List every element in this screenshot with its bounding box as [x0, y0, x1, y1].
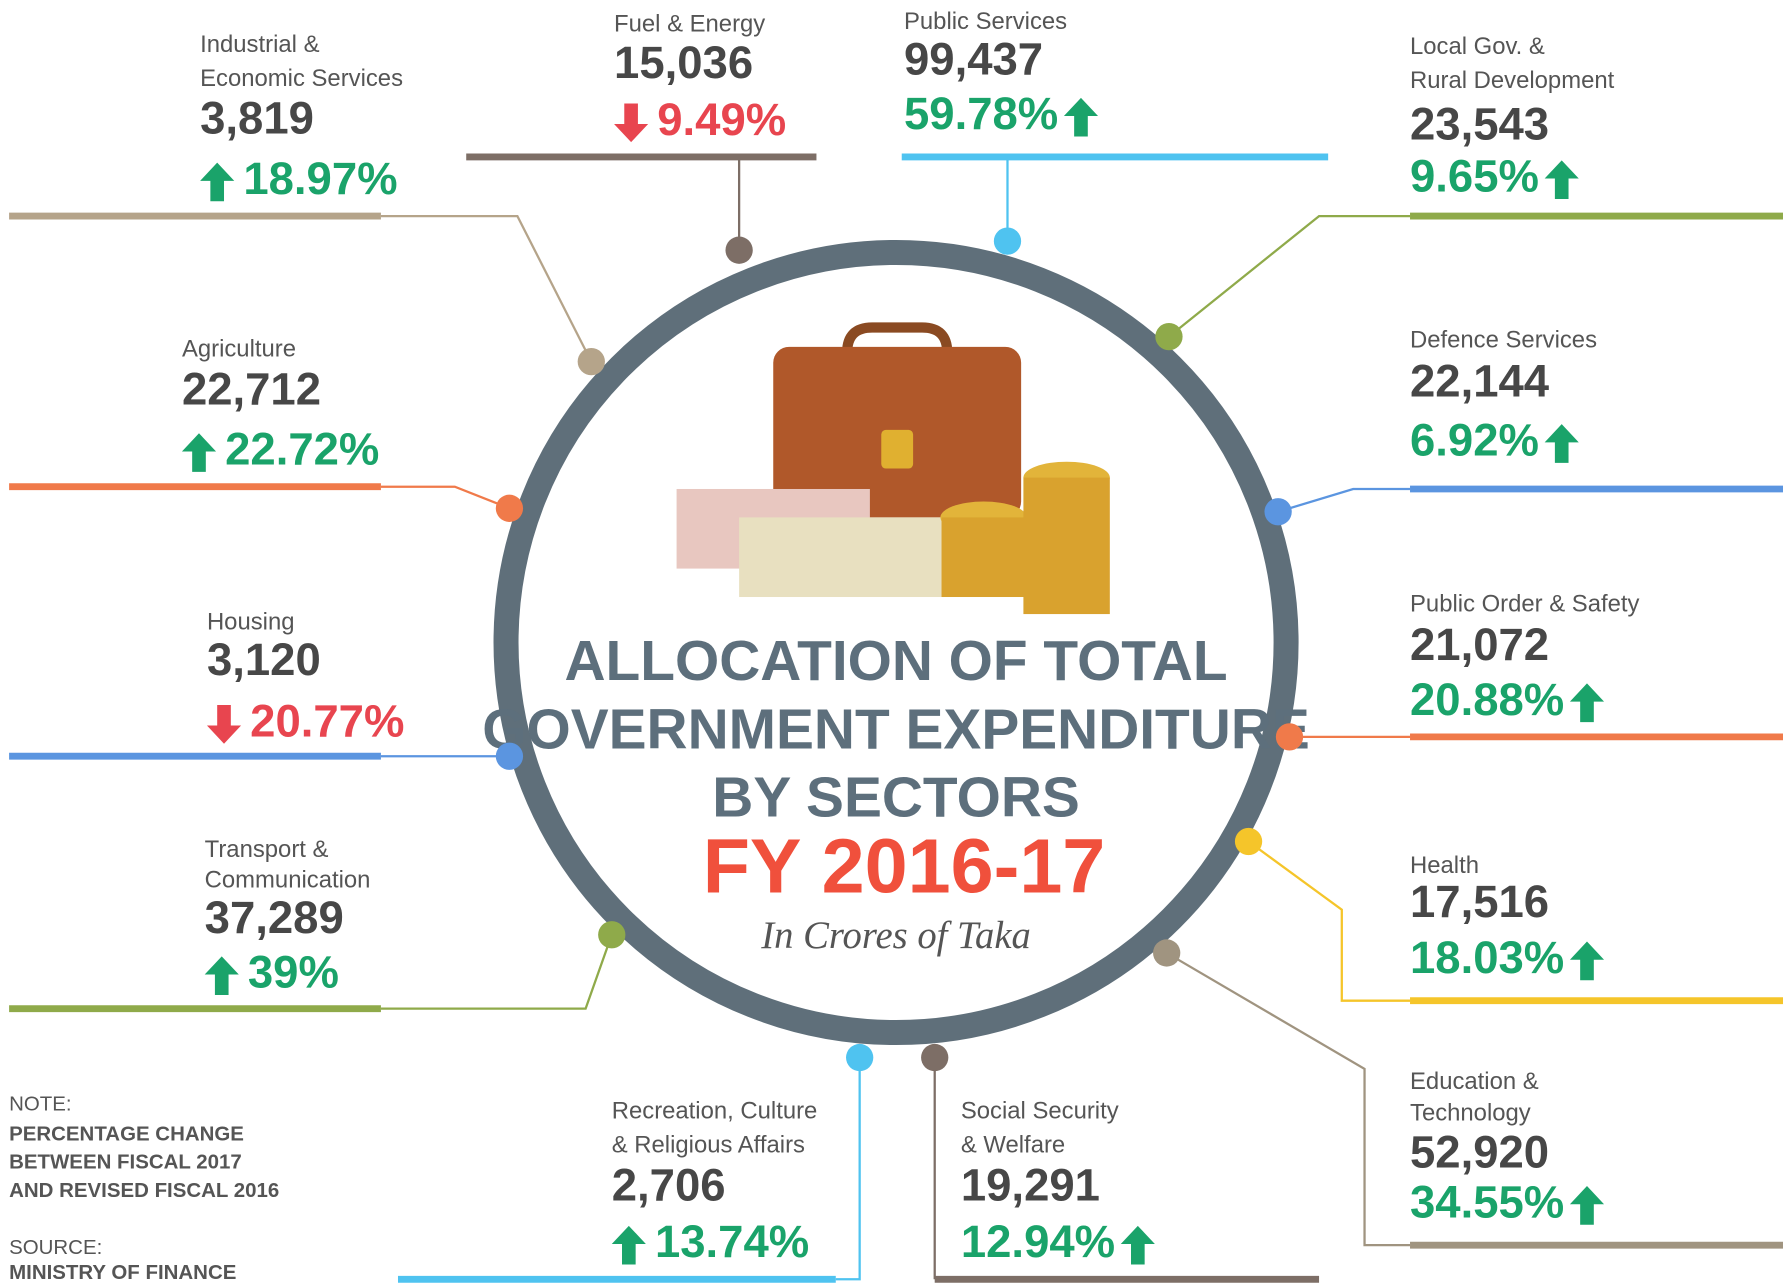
connector-dot	[1264, 498, 1292, 526]
connector-dot	[725, 236, 753, 264]
connector-dot	[495, 742, 524, 770]
sector-change: 22.72%	[225, 424, 379, 475]
sector-label: Public Services	[904, 8, 1067, 35]
sector-label: Communication	[205, 867, 371, 894]
sector-label: Education &	[1410, 1068, 1539, 1095]
connector-dot	[1234, 827, 1263, 856]
change-arrow	[206, 705, 242, 744]
connector	[380, 485, 510, 510]
sector-change: 12.94%	[961, 1216, 1115, 1267]
connector-dot	[993, 227, 1022, 255]
connector-dot	[846, 1043, 874, 1072]
sector-change: 6.92%	[1410, 415, 1539, 466]
briefcase	[676, 322, 1110, 615]
connector-dot	[495, 494, 524, 522]
sector-label: Recreation, Culture	[612, 1097, 818, 1124]
sector-label: Social Security	[961, 1097, 1119, 1124]
change-arrow	[1544, 160, 1579, 200]
change-arrow	[1569, 1186, 1605, 1225]
sector-amount: 52,920	[1410, 1126, 1549, 1177]
sector-change: 20.77%	[250, 695, 404, 746]
connector-dot	[577, 347, 605, 376]
connector	[380, 934, 613, 1010]
sector-label: Technology	[1410, 1100, 1531, 1127]
sector-change: 13.74%	[655, 1216, 809, 1267]
center-ring	[493, 239, 1299, 1046]
sector-change: 9.49%	[657, 94, 786, 145]
note-heading: NOTE:	[9, 1093, 72, 1116]
fiscal-year: FY 2016-17	[703, 824, 1106, 910]
sector-change: 59.78%	[904, 88, 1058, 139]
sector-change: 9.65%	[1410, 151, 1539, 202]
connector-dot	[1153, 939, 1181, 967]
sector-amount: 21,072	[1410, 619, 1549, 670]
sector-label: Fuel & Energy	[614, 10, 765, 37]
sector-label: Defence Services	[1410, 326, 1597, 353]
source-heading: SOURCE:	[9, 1236, 102, 1259]
sector-change: 39%	[248, 947, 339, 998]
sector-amount: 99,437	[904, 34, 1043, 85]
connector-dot	[1275, 723, 1304, 751]
change-arrow	[1569, 941, 1605, 981]
change-arrow	[611, 1225, 646, 1265]
sector-label: Industrial &	[200, 31, 319, 58]
sector-change: 34.55%	[1410, 1176, 1564, 1227]
sector-amount: 17,516	[1410, 876, 1549, 927]
sector-amount: 22,144	[1410, 355, 1550, 406]
sector-label: Economic Services	[200, 65, 403, 92]
sector-change: 18.97%	[243, 153, 397, 204]
title-line: GOVERNMENT EXPENDITURE	[482, 698, 1309, 761]
connector	[1247, 840, 1411, 1002]
connector	[1277, 487, 1411, 513]
note-line: BETWEEN FISCAL 2017	[9, 1151, 242, 1174]
sector-label: Rural Development	[1410, 67, 1615, 94]
change-arrow	[204, 956, 239, 996]
change-arrow	[1063, 97, 1099, 137]
change-arrow	[181, 433, 217, 472]
source-text: MINISTRY OF FINANCE	[9, 1261, 236, 1284]
sector-label: Local Gov. &	[1410, 33, 1545, 60]
note-line: PERCENTAGE CHANGE	[9, 1122, 244, 1145]
sector-amount: 23,543	[1410, 98, 1549, 149]
connector	[835, 1057, 861, 1281]
note-line: AND REVISED FISCAL 2016	[9, 1179, 279, 1202]
sector-label: Housing	[207, 608, 295, 635]
connector-dot	[921, 1043, 949, 1072]
sector-amount: 37,289	[205, 892, 344, 943]
unit-note: In Crores of Taka	[760, 915, 1031, 957]
connector	[1168, 214, 1411, 338]
sector-amount: 3,819	[200, 93, 314, 144]
sector-change: 20.88%	[1410, 674, 1564, 725]
sector-label: Agriculture	[182, 336, 296, 363]
sector-amount: 19,291	[961, 1159, 1100, 1210]
change-arrow	[1569, 683, 1605, 723]
sector-amount: 22,712	[182, 363, 321, 414]
title-line: ALLOCATION OF TOTAL	[565, 630, 1228, 693]
sector-amount: 15,036	[614, 37, 753, 88]
connector	[1166, 951, 1411, 1247]
sector-label: Transport &	[205, 836, 329, 863]
sector-amount: 2,706	[612, 1159, 726, 1210]
connector-dot	[1155, 322, 1183, 351]
title-line: BY SECTORS	[712, 767, 1080, 830]
sector-label: & Religious Affairs	[612, 1132, 805, 1159]
sector-label: & Welfare	[961, 1132, 1065, 1159]
change-arrow	[1544, 424, 1579, 463]
sector-change: 18.03%	[1410, 932, 1564, 983]
change-arrow	[1120, 1225, 1155, 1265]
connector-dot	[598, 921, 626, 949]
sector-label: Health	[1410, 852, 1479, 879]
change-arrow	[200, 162, 235, 202]
sector-label: Public Order & Safety	[1410, 590, 1639, 617]
sector-amount: 3,120	[207, 634, 321, 685]
connector	[380, 214, 593, 363]
change-arrow	[614, 103, 649, 143]
